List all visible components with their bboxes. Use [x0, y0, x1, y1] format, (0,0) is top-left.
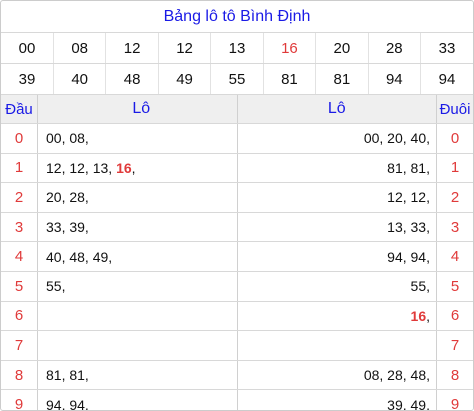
result-number: 33 [420, 33, 473, 64]
header-dau: Đầu [1, 95, 38, 124]
board-title: Bảng lô tô Bình Định [1, 1, 473, 33]
lo-left-cell: 55, [37, 271, 238, 302]
lo-left-cell [37, 330, 238, 361]
dau-digit: 8 [1, 360, 38, 391]
duoi-digit: 2 [436, 182, 473, 213]
loto-values: , [426, 307, 430, 324]
results-grid: 00 08 12 12 13 16 20 28 33 39 40 48 49 55 81 81 94 94 [1, 33, 473, 95]
dau-digit: 5 [1, 271, 38, 302]
header-lo-right: Lô [237, 95, 437, 124]
lo-right-cell: 81, 81, [237, 153, 437, 184]
lo-right-cell: 55, [237, 271, 437, 302]
loto-row: 1 12, 12, 13, 16, 81, 81, 1 [1, 153, 473, 184]
loto-values: 20, 28, [46, 189, 89, 206]
loto-row: 9 94, 94, 39, 49, 9 [1, 389, 473, 411]
dau-digit: 1 [1, 153, 38, 184]
duoi-digit: 4 [436, 241, 473, 272]
result-number: 49 [158, 63, 212, 95]
duoi-digit: 6 [436, 301, 473, 332]
result-number: 94 [420, 63, 473, 95]
loto-row: 3 33, 39, 13, 33, 3 [1, 212, 473, 243]
lo-left-cell: 81, 81, [37, 360, 238, 391]
loto-row: 4 40, 48, 49, 94, 94, 4 [1, 241, 473, 272]
lo-left-cell [37, 301, 238, 332]
result-number: 12 [158, 33, 212, 64]
result-number: 94 [368, 63, 422, 95]
duoi-digit: 8 [436, 360, 473, 391]
loto-values: 94, 94, [387, 248, 430, 265]
results-row-1: 00 08 12 12 13 16 20 28 33 [1, 33, 473, 64]
loto-row: 6 16, 6 [1, 301, 473, 332]
duoi-digit: 7 [436, 330, 473, 361]
results-row-2: 39 40 48 49 55 81 81 94 94 [1, 63, 473, 95]
loto-table: Đầu Lô Lô Đuôi 0 00, 08, 00, 20, 40, 0 1 12, … [1, 95, 473, 411]
loto-values: 94, 94, [46, 396, 89, 411]
result-number: 12 [105, 33, 159, 64]
result-number: 48 [105, 63, 159, 95]
lo-right-cell: 13, 33, [237, 212, 437, 243]
loto-values: 55, [46, 278, 66, 295]
dau-digit: 2 [1, 182, 38, 213]
result-number: 00 [1, 33, 54, 64]
dau-digit: 9 [1, 389, 38, 410]
result-number: 81 [263, 63, 317, 95]
result-number: 20 [315, 33, 369, 64]
duoi-digit: 1 [436, 153, 473, 184]
loto-values: 81, 81, [387, 159, 430, 176]
duoi-digit: 9 [436, 389, 473, 410]
result-number: 13 [210, 33, 264, 64]
lo-left-cell: 94, 94, [37, 389, 238, 411]
highlight-number: 16 [116, 159, 132, 176]
loto-values: 40, 48, 49, [46, 248, 113, 265]
duoi-digit: 0 [436, 123, 473, 154]
dau-digit: 3 [1, 212, 38, 243]
loto-row: 2 20, 28, 12, 12, 2 [1, 182, 473, 213]
loto-values: 00, 08, [46, 130, 89, 147]
lo-right-cell [237, 330, 437, 361]
lo-right-cell: 08, 28, 48, [237, 360, 437, 391]
lo-left-cell: 00, 08, [37, 123, 238, 154]
loto-values: 12, 12, [387, 189, 430, 206]
dau-digit: 0 [1, 123, 38, 154]
result-number: 39 [1, 63, 54, 95]
result-number: 16 [263, 33, 317, 64]
lo-right-cell: 39, 49, [237, 389, 437, 411]
lo-right-cell: 16, [237, 301, 437, 332]
loto-values: 13, 33, [387, 219, 430, 236]
header-duoi: Đuôi [436, 95, 473, 124]
loto-table-header: Đầu Lô Lô Đuôi [1, 95, 473, 124]
lo-right-cell: 00, 20, 40, [237, 123, 437, 154]
result-number: 40 [53, 63, 107, 95]
loto-row: 5 55, 55, 5 [1, 271, 473, 302]
loto-values: 81, 81, [46, 367, 89, 384]
result-number: 55 [210, 63, 264, 95]
result-number: 08 [53, 33, 107, 64]
header-lo-left: Lô [37, 95, 238, 124]
lo-right-cell: 94, 94, [237, 241, 437, 272]
lo-left-cell: 33, 39, [37, 212, 238, 243]
duoi-digit: 3 [436, 212, 473, 243]
dau-digit: 7 [1, 330, 38, 361]
loto-values: 12, 12, 13, [46, 159, 117, 176]
loto-values: 39, 49, [387, 396, 430, 411]
loto-values: 00, 20, 40, [363, 130, 430, 147]
loto-row: 8 81, 81, 08, 28, 48, 8 [1, 360, 473, 391]
loto-row: 0 00, 08, 00, 20, 40, 0 [1, 123, 473, 154]
lo-left-cell: 20, 28, [37, 182, 238, 213]
loto-values: 33, 39, [46, 219, 89, 236]
loto-values: 55, [410, 278, 430, 295]
loto-values: 08, 28, 48, [363, 367, 430, 384]
lo-left-cell: 12, 12, 13, 16, [37, 153, 238, 184]
highlight-number: 16 [410, 307, 427, 324]
dau-digit: 4 [1, 241, 38, 272]
result-number: 81 [315, 63, 369, 95]
loto-values: , [131, 159, 136, 176]
result-number: 28 [368, 33, 422, 64]
dau-digit: 6 [1, 301, 38, 332]
lo-left-cell: 40, 48, 49, [37, 241, 238, 272]
duoi-digit: 5 [436, 271, 473, 302]
lo-right-cell: 12, 12, [237, 182, 437, 213]
